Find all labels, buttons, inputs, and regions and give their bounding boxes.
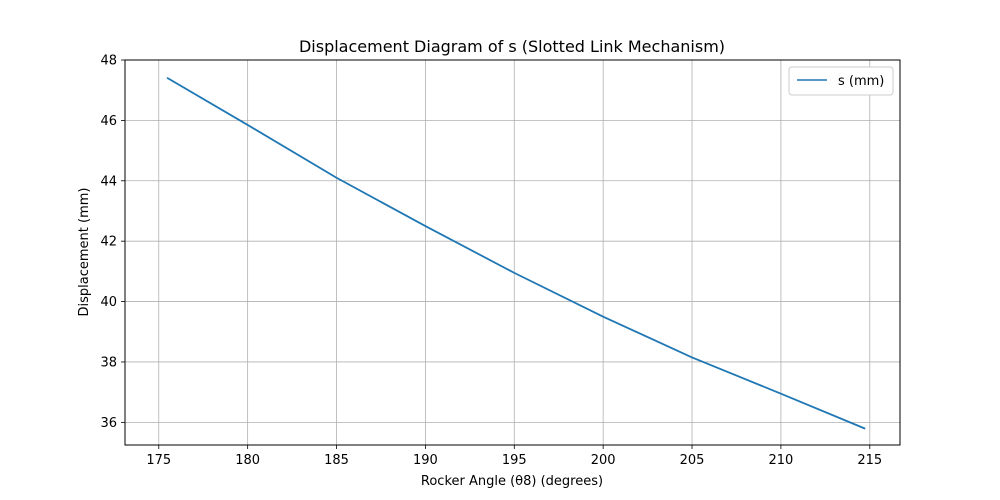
x-tick-label: 185 [324,453,349,468]
x-tick-label: 200 [591,453,616,468]
x-tick-label: 180 [235,453,260,468]
x-tick-label: 210 [768,453,793,468]
x-tick-label: 195 [502,453,527,468]
y-tick-label: 46 [100,114,117,129]
legend-box [788,66,894,96]
y-tick-label: 44 [100,174,117,189]
chart-title: Displacement Diagram of s (Slotted Link … [299,37,725,56]
series-line-s-mm [166,77,866,430]
y-tick-label: 36 [100,416,117,431]
legend-label: s (mm) [838,74,884,89]
series-layer [166,77,866,430]
legend: s (mm) [788,66,894,96]
y-tick-label: 42 [100,235,117,250]
x-tick-label: 205 [680,453,705,468]
y-tick-label: 38 [100,355,117,370]
y-axis-label: Displacement (mm) [77,188,92,317]
x-axis-label: Rocker Angle (θ8) (degrees) [421,474,603,489]
y-tick-label: 40 [100,295,117,310]
grid [125,59,900,445]
x-tick-label: 215 [857,453,882,468]
ticks: 175 180 185 190 195 200 205 210 215 36 38 40 42 44 46 4… [100,54,882,469]
x-tick-label: 175 [146,453,171,468]
x-tick-label: 190 [413,453,438,468]
plot-frame [124,59,901,446]
y-tick-label: 48 [100,54,117,69]
